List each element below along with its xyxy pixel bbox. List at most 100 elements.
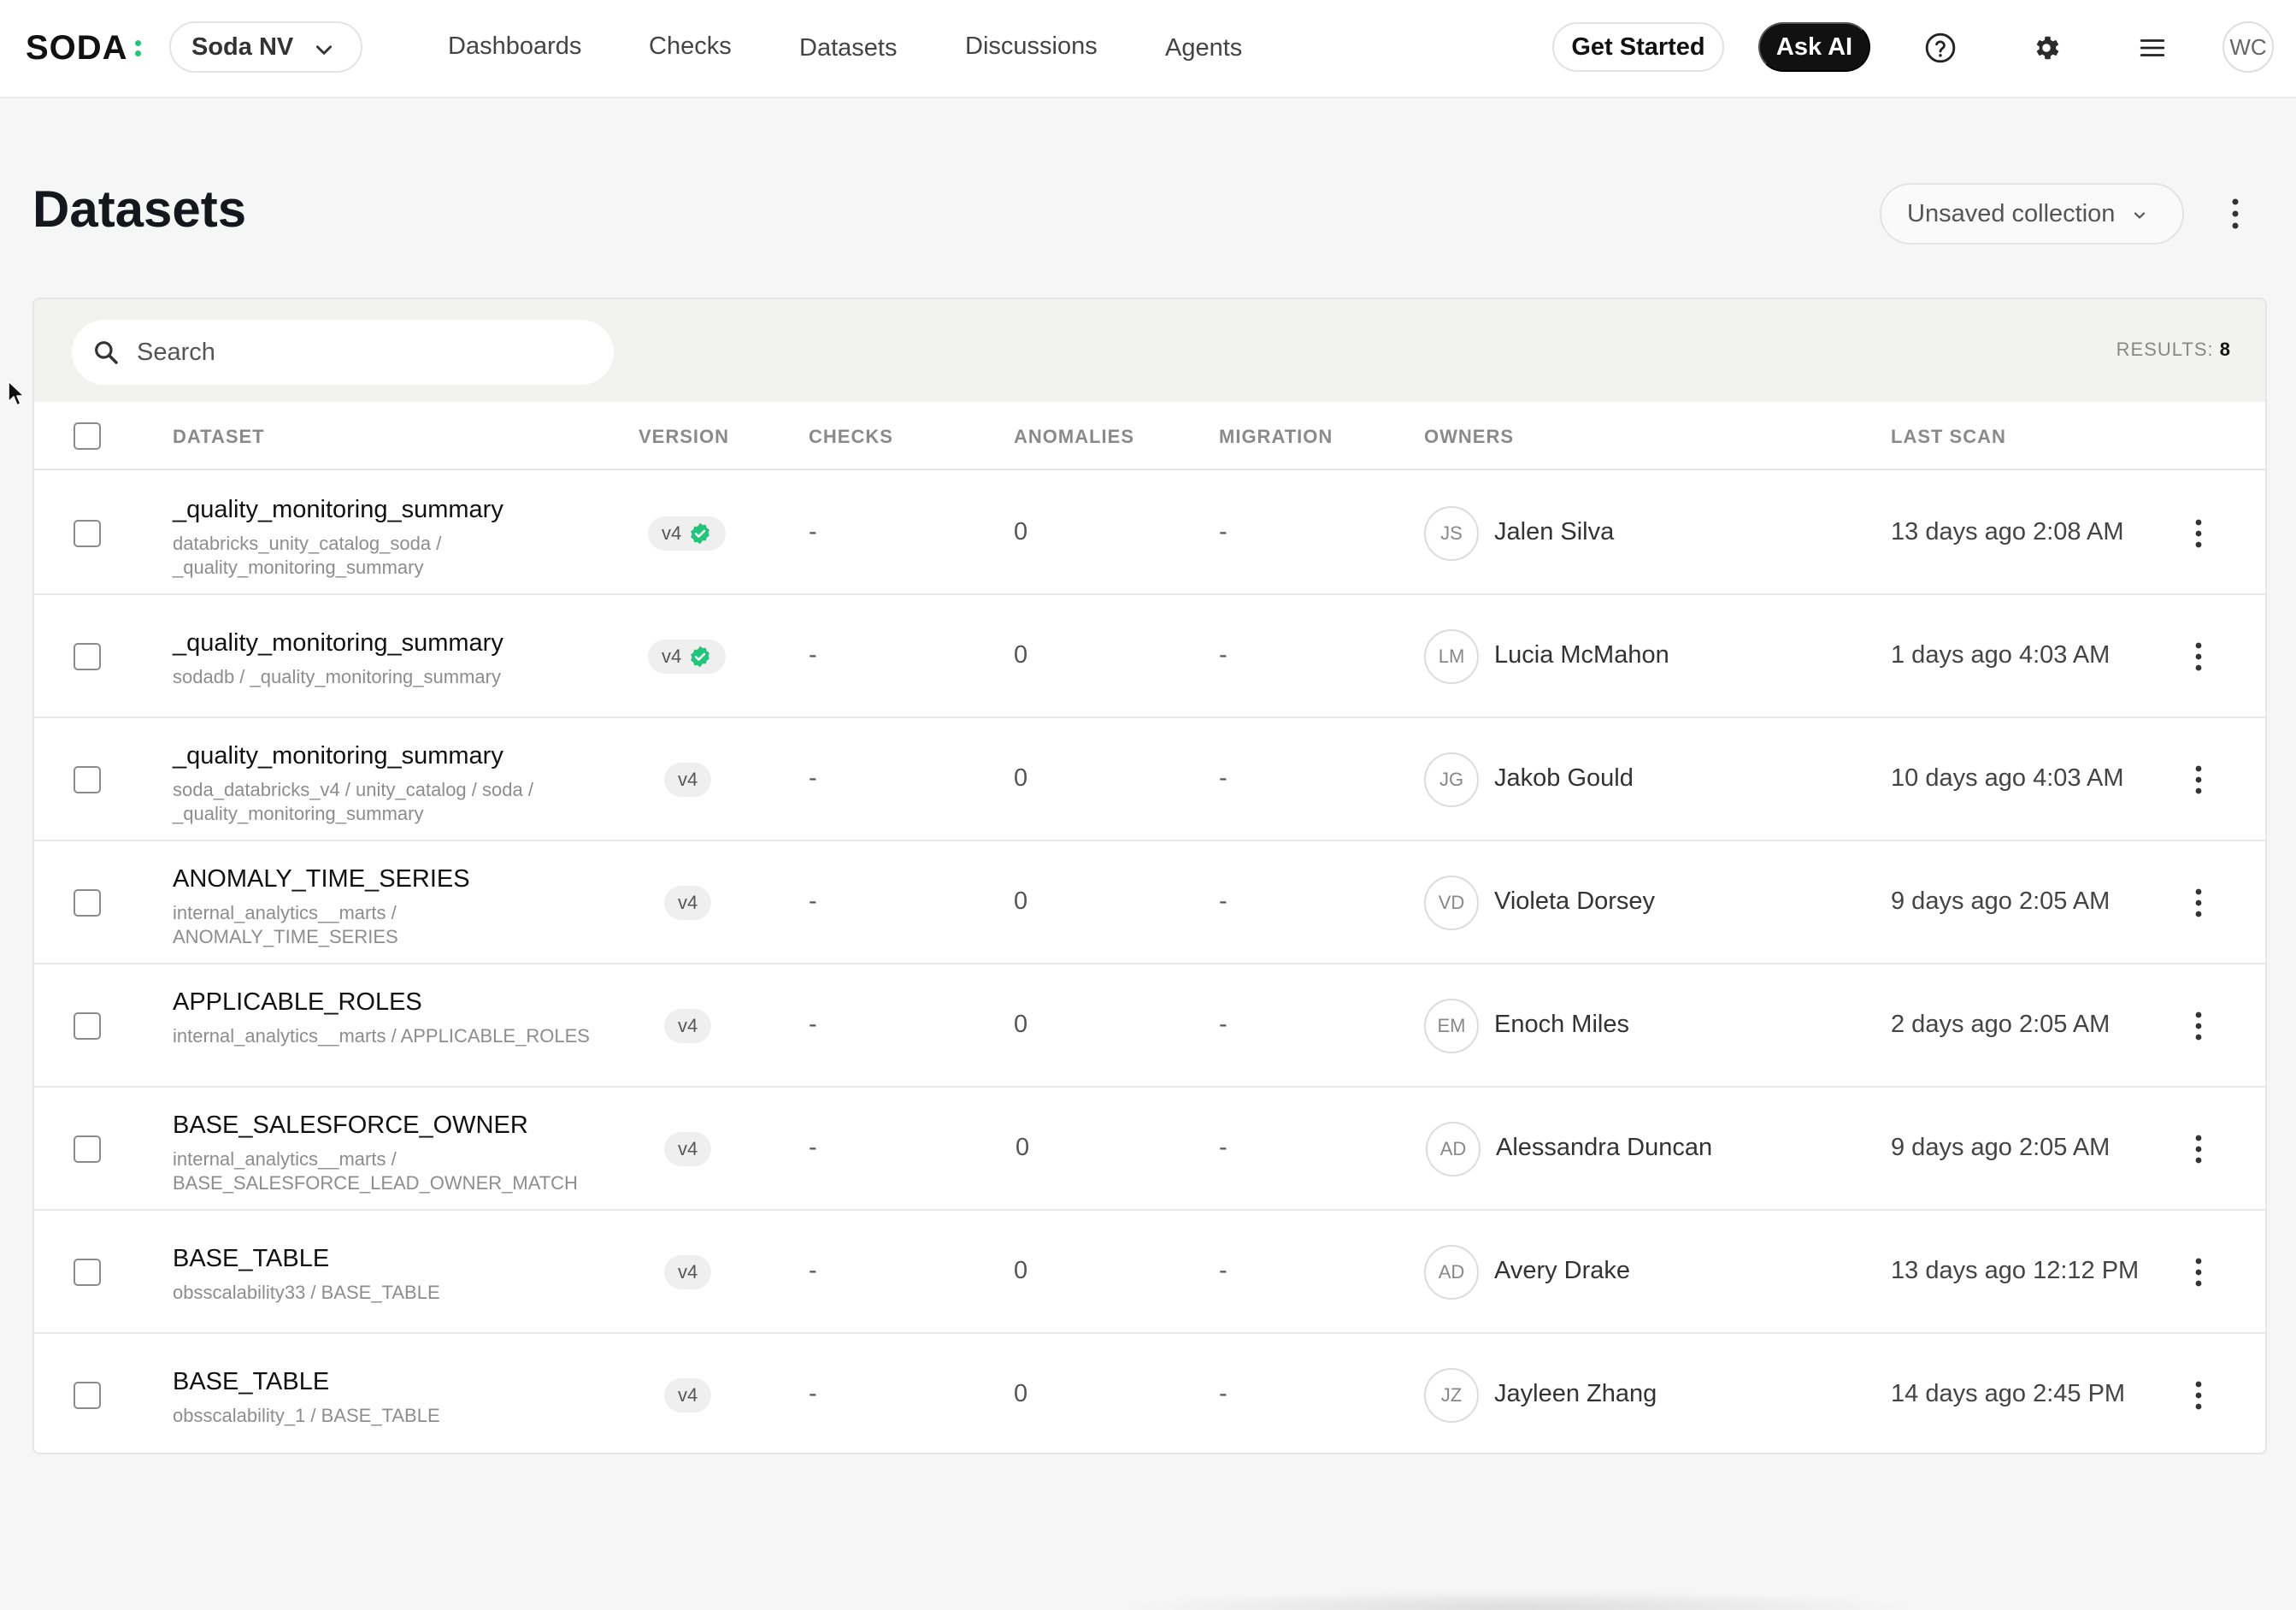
- row-checkbox[interactable]: [74, 1259, 101, 1286]
- table-row[interactable]: _quality_monitoring_summary sodadb / _qua…: [34, 595, 2265, 718]
- settings-button[interactable]: [2028, 29, 2065, 67]
- owner-avatar[interactable]: LM: [1424, 629, 1479, 684]
- row-checkbox[interactable]: [74, 520, 101, 547]
- dataset-path: obsscalability33 / BASE_TABLE: [173, 1282, 440, 1303]
- last-scan-value: 10 days ago 4:03 AM: [1891, 764, 2124, 792]
- version-label: v4: [662, 646, 682, 667]
- nav-checks[interactable]: Checks: [649, 32, 732, 60]
- checks-value: -: [809, 1011, 817, 1038]
- chevron-down-icon: [316, 45, 332, 55]
- search-input[interactable]: [137, 338, 581, 367]
- owner-name: Alessandra Duncan: [1496, 1134, 1713, 1161]
- owner-avatar[interactable]: VD: [1424, 876, 1479, 930]
- dataset-name[interactable]: _quality_monitoring_summary: [173, 496, 503, 523]
- owner-avatar[interactable]: JS: [1424, 506, 1479, 561]
- owner-avatar[interactable]: AD: [1426, 1122, 1481, 1177]
- dataset-path: soda_databricks_v4 / unity_catalog / sod…: [173, 779, 533, 824]
- last-scan-value: 13 days ago 12:12 PM: [1891, 1257, 2140, 1284]
- ask-ai-button[interactable]: Ask AI: [1758, 22, 1870, 72]
- owner-avatar[interactable]: AD: [1424, 1245, 1479, 1300]
- hamburger-menu-icon: [2140, 39, 2165, 56]
- page-more-options-icon[interactable]: [2222, 195, 2248, 233]
- row-checkbox[interactable]: [74, 889, 101, 917]
- owner-avatar[interactable]: JZ: [1424, 1368, 1479, 1423]
- row-more-options-icon[interactable]: [2186, 1378, 2211, 1412]
- page-title: Datasets: [32, 180, 247, 238]
- version-badge: v4: [664, 763, 712, 797]
- table-row[interactable]: ANOMALY_TIME_SERIES internal_analytics__m…: [34, 841, 2265, 964]
- top-navigation-bar: SODA Soda NV Dashboards Checks Datasets …: [0, 0, 2296, 98]
- version-label: v4: [678, 1261, 698, 1283]
- table-row[interactable]: APPLICABLE_ROLES internal_analytics__mart…: [34, 964, 2265, 1088]
- menu-button[interactable]: [2134, 29, 2171, 67]
- row-more-options-icon[interactable]: [2186, 640, 2211, 674]
- bottom-shadow: [1111, 1590, 1923, 1610]
- table-row[interactable]: _quality_monitoring_summary soda_databric…: [34, 718, 2265, 841]
- row-checkbox[interactable]: [74, 1382, 101, 1409]
- nav-dashboards[interactable]: Dashboards: [448, 32, 582, 60]
- nav-datasets[interactable]: Datasets: [799, 34, 898, 62]
- version-label: v4: [678, 892, 698, 913]
- anomalies-value: 0: [1014, 888, 1028, 915]
- collection-selector[interactable]: Unsaved collection: [1880, 183, 2184, 245]
- last-scan-value: 9 days ago 2:05 AM: [1891, 1134, 2111, 1161]
- filter-bar: RESULTS: 8: [34, 299, 2265, 402]
- soda-logo[interactable]: SODA: [26, 29, 141, 67]
- dataset-path: internal_analytics__marts / APPLICABLE_R…: [173, 1025, 590, 1047]
- owner-avatar[interactable]: EM: [1424, 999, 1479, 1053]
- owner-avatar[interactable]: JG: [1424, 752, 1479, 807]
- migration-value: -: [1219, 518, 1227, 546]
- row-more-options-icon[interactable]: [2186, 763, 2211, 797]
- table-row[interactable]: _quality_monitoring_summary databricks_un…: [34, 472, 2265, 595]
- user-avatar[interactable]: WC: [2222, 21, 2274, 73]
- last-scan-value: 2 days ago 2:05 AM: [1891, 1011, 2111, 1038]
- checks-value: -: [809, 518, 817, 546]
- header-owners[interactable]: OWNERS: [1424, 426, 1514, 447]
- organization-selector[interactable]: Soda NV: [169, 21, 362, 73]
- table-header: DATASET VERSION CHECKS ANOMALIES MIGRATI…: [34, 402, 2265, 470]
- header-version[interactable]: VERSION: [639, 426, 730, 447]
- nav-agents[interactable]: Agents: [1165, 34, 1243, 62]
- migration-value: -: [1219, 888, 1227, 915]
- logo-dots-icon: [134, 39, 141, 56]
- header-last-scan[interactable]: LAST SCAN: [1891, 426, 2006, 447]
- search-box[interactable]: [72, 320, 614, 385]
- select-all-checkbox[interactable]: [74, 422, 101, 450]
- migration-value: -: [1219, 764, 1227, 792]
- dataset-name[interactable]: BASE_TABLE: [173, 1245, 330, 1272]
- table-row[interactable]: BASE_TABLE obsscalability33 / BASE_TABLE v…: [34, 1211, 2265, 1334]
- version-badge: v4: [664, 1009, 712, 1043]
- version-badge: v4: [648, 640, 727, 674]
- row-more-options-icon[interactable]: [2186, 1009, 2211, 1043]
- migration-value: -: [1219, 641, 1227, 669]
- logo-text: SODA: [26, 28, 128, 67]
- table-row[interactable]: BASE_TABLE obsscalability_1 / BASE_TABLE v…: [34, 1334, 2265, 1453]
- header-anomalies[interactable]: ANOMALIES: [1014, 426, 1134, 447]
- nav-discussions[interactable]: Discussions: [965, 32, 1098, 60]
- row-checkbox[interactable]: [74, 643, 101, 670]
- row-checkbox[interactable]: [74, 1012, 101, 1040]
- dataset-name[interactable]: BASE_SALESFORCE_OWNER: [173, 1112, 528, 1139]
- last-scan-value: 9 days ago 2:05 AM: [1891, 888, 2111, 915]
- table-row[interactable]: BASE_SALESFORCE_OWNER internal_analytics_…: [34, 1088, 2265, 1211]
- dataset-name[interactable]: BASE_TABLE: [173, 1368, 330, 1395]
- anomalies-value: 0: [1014, 1380, 1028, 1407]
- row-more-options-icon[interactable]: [2186, 1255, 2211, 1289]
- dataset-name[interactable]: ANOMALY_TIME_SERIES: [173, 865, 470, 893]
- dataset-name[interactable]: APPLICABLE_ROLES: [173, 988, 422, 1016]
- header-migration[interactable]: MIGRATION: [1219, 426, 1333, 447]
- dataset-path: internal_analytics__marts / BASE_SALESFO…: [173, 1148, 578, 1194]
- get-started-button[interactable]: Get Started: [1552, 22, 1724, 72]
- row-more-options-icon[interactable]: [2186, 1132, 2211, 1166]
- row-checkbox[interactable]: [74, 1135, 101, 1163]
- checks-value: -: [809, 764, 817, 792]
- version-badge: v4: [664, 1255, 712, 1289]
- row-more-options-icon[interactable]: [2186, 886, 2211, 920]
- help-button[interactable]: [1922, 29, 1959, 67]
- dataset-name[interactable]: _quality_monitoring_summary: [173, 742, 503, 770]
- header-checks[interactable]: CHECKS: [809, 426, 893, 447]
- dataset-name[interactable]: _quality_monitoring_summary: [173, 629, 503, 657]
- header-dataset[interactable]: DATASET: [173, 426, 265, 447]
- row-more-options-icon[interactable]: [2186, 516, 2211, 551]
- row-checkbox[interactable]: [74, 766, 101, 793]
